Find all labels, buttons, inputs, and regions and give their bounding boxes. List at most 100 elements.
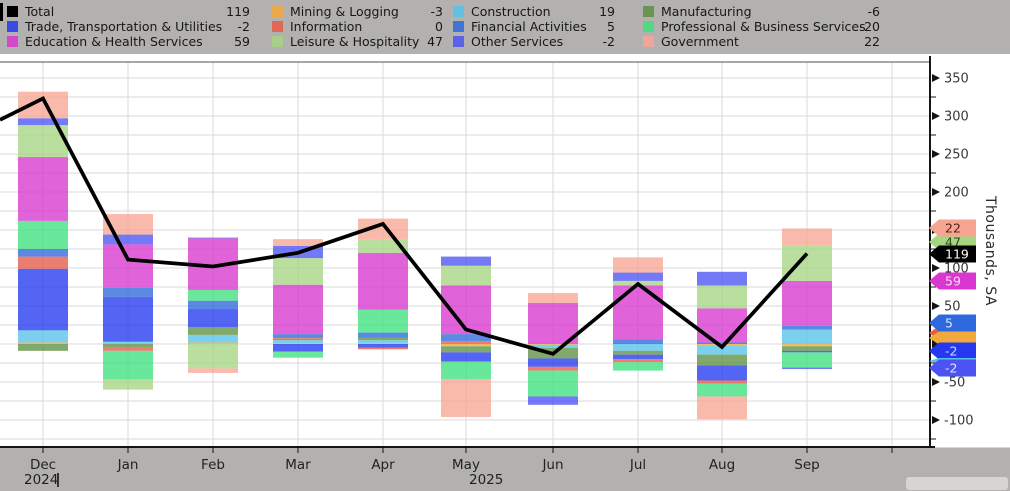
legend-label: Total xyxy=(25,4,55,19)
legend-item-trade-transportation-utilities[interactable]: Trade, Transportation & Utilities -2 xyxy=(7,20,250,34)
legend-swatch-professional-business-services xyxy=(643,21,654,32)
value-tag-text: 5 xyxy=(945,316,953,331)
seg-construction-apr xyxy=(358,340,408,344)
seg-manufacturing-may xyxy=(441,346,491,353)
seg-other-services-dec xyxy=(18,118,68,126)
seg-mining-logging-sep xyxy=(782,344,832,347)
seg-manufacturing-sep xyxy=(782,346,832,351)
y-tick-label: -50 xyxy=(944,376,965,391)
legend-swatch-mining-logging xyxy=(272,6,283,17)
value-tag-text: 22 xyxy=(945,221,961,236)
legend-item-professional-business-services[interactable]: Professional & Business Services -20 xyxy=(643,20,880,34)
bar-jan xyxy=(103,214,153,390)
legend-swatch-information xyxy=(272,21,283,32)
legend-value: -2 xyxy=(602,34,615,49)
y-tick-label: 300 xyxy=(944,110,969,125)
bottom-right-panel xyxy=(906,477,1008,490)
legend-item-education-health-services[interactable]: Education & Health Services 59 xyxy=(7,35,250,49)
x-tick-label-dec: Dec xyxy=(30,457,56,473)
legend-item-construction[interactable]: Construction 19 xyxy=(453,5,615,19)
seg-mining-logging-jun xyxy=(528,344,578,345)
axes xyxy=(0,56,935,448)
seg-financial-activities-mar xyxy=(273,334,323,338)
tick-arrow-icon xyxy=(932,416,940,424)
bar-jul xyxy=(613,257,663,371)
value-tag xyxy=(929,331,976,345)
legend-item-manufacturing[interactable]: Manufacturing -6 xyxy=(643,5,880,19)
seg-construction-jul xyxy=(613,344,663,351)
x-tick-label-jun: Jun xyxy=(541,457,563,473)
seg-construction-dec xyxy=(18,330,68,343)
stacked-bars xyxy=(18,91,832,420)
value-tag-text: 59 xyxy=(945,274,961,289)
legend-item-mining-logging[interactable]: Mining & Logging -3 xyxy=(272,5,443,19)
legend-item-leisure-hospitality[interactable]: Leisure & Hospitality 47 xyxy=(272,35,443,49)
seg-mining-logging-mar xyxy=(273,343,323,345)
legend-label: Education & Health Services xyxy=(25,34,203,49)
seg-information-may xyxy=(441,340,491,344)
seg-mining-logging-feb xyxy=(188,342,238,344)
seg-manufacturing-mar xyxy=(273,338,323,341)
seg-construction-mar xyxy=(273,340,323,344)
seg-construction-sep xyxy=(782,329,832,344)
seg-government-apr xyxy=(358,218,408,240)
legend-swatch-financial-activities xyxy=(453,21,464,32)
x-tick-label-may: May xyxy=(452,457,480,473)
seg-education-health-services-jun xyxy=(528,302,578,344)
seg-manufacturing-dec xyxy=(18,344,68,351)
seg-information-mar xyxy=(273,337,323,339)
seg-manufacturing-jan xyxy=(103,344,153,348)
legend-item-government[interactable]: Government 22 xyxy=(643,35,880,49)
legend-label: Other Services xyxy=(471,34,564,49)
seg-professional-business-services-dec xyxy=(18,220,68,249)
seg-leisure-hospitality-feb xyxy=(188,344,238,369)
seg-education-health-services-jan xyxy=(103,244,153,288)
tick-arrow-icon xyxy=(932,378,940,386)
value-tag-22 xyxy=(929,219,976,237)
seg-financial-activities-may xyxy=(441,334,491,341)
legend-value: 5 xyxy=(607,19,615,34)
legend-label: Leisure & Hospitality xyxy=(290,34,420,49)
seg-education-health-services-sep xyxy=(782,280,832,326)
legend-value: 19 xyxy=(599,4,615,19)
x-tick-label-jul: Jul xyxy=(629,457,646,473)
seg-other-services-jan xyxy=(103,234,153,245)
legend-label: Mining & Logging xyxy=(290,4,399,19)
seg-financial-activities-feb xyxy=(188,300,238,310)
seg-professional-business-services-may xyxy=(441,361,491,379)
seg-professional-business-services-jan xyxy=(103,350,153,380)
x-tick-label-sep: Sep xyxy=(794,457,819,473)
legend-item-total[interactable]: Total 119 xyxy=(7,5,250,19)
seg-education-health-services-jul xyxy=(613,285,663,340)
legend-value: 59 xyxy=(234,34,250,49)
seg-trade-transportation-utilities-jul xyxy=(613,354,663,360)
tick-arrow-icon xyxy=(932,264,940,272)
tick-arrow-icon xyxy=(932,188,940,196)
seg-financial-activities-jan xyxy=(103,287,153,297)
seg-professional-business-services-mar xyxy=(273,351,323,358)
legend-item-financial-activities[interactable]: Financial Activities 5 xyxy=(453,20,615,34)
x-tick-label-aug: Aug xyxy=(709,457,735,473)
window-edge-mark xyxy=(0,3,3,21)
legend-item-information[interactable]: Information 0 xyxy=(272,20,443,34)
seg-professional-business-services-feb xyxy=(188,290,238,301)
seg-professional-business-services-aug xyxy=(697,383,747,397)
legend-swatch-manufacturing xyxy=(643,6,654,17)
seg-trade-transportation-utilities-apr xyxy=(358,344,408,348)
value-tag-119 xyxy=(929,245,976,263)
seg-information-jul xyxy=(613,359,663,363)
seg-financial-activities-sep xyxy=(782,325,832,330)
legend-value: -3 xyxy=(430,4,443,19)
seg-government-aug xyxy=(697,396,747,420)
seg-government-jul xyxy=(613,257,663,273)
tick-arrow-icon xyxy=(932,112,940,120)
x-axis-year-2024: 2024 xyxy=(24,472,59,488)
legend-label: Trade, Transportation & Utilities xyxy=(25,19,223,34)
value-tag--2 xyxy=(929,359,976,377)
value-tag-59 xyxy=(929,272,976,290)
seg-trade-transportation-utilities-jun xyxy=(528,358,578,367)
legend-item-other-services[interactable]: Other Services -2 xyxy=(453,35,615,49)
seg-manufacturing-jul xyxy=(613,350,663,355)
bar-dec xyxy=(18,91,68,351)
